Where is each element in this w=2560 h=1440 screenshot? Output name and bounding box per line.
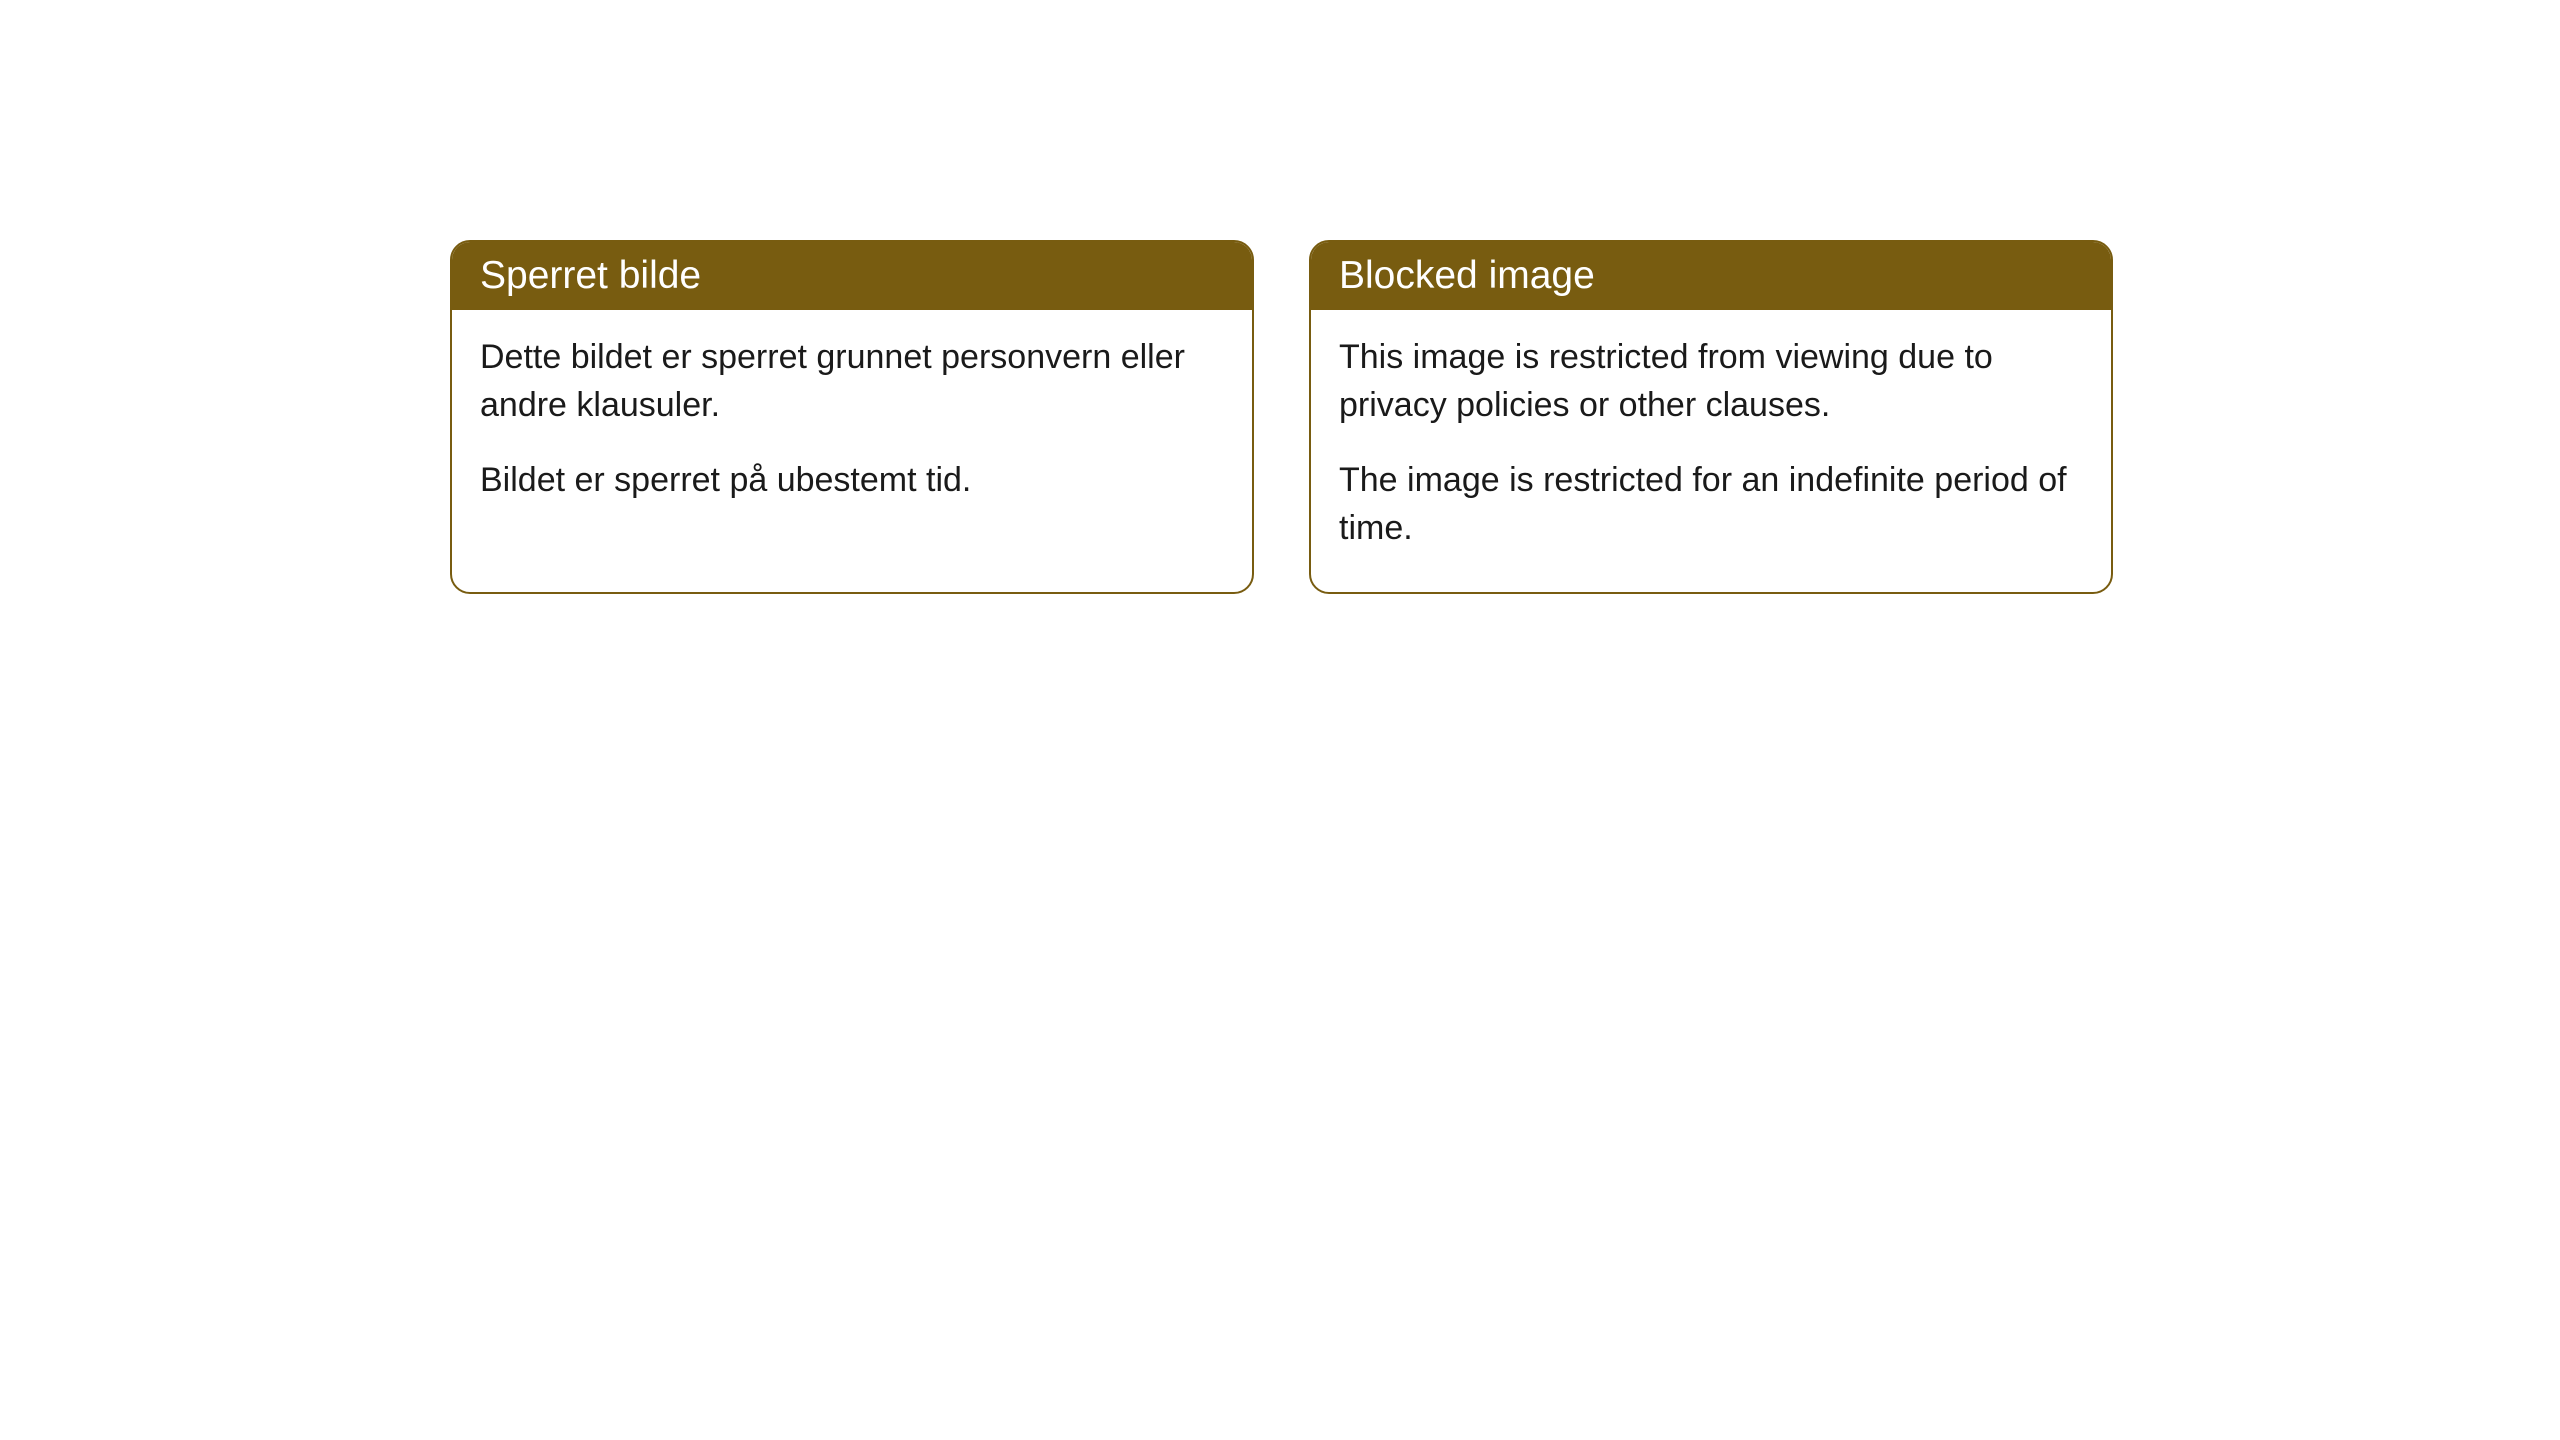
card-header-no: Sperret bilde bbox=[452, 242, 1252, 310]
card-paragraph-en-1: This image is restricted from viewing du… bbox=[1339, 334, 2083, 429]
card-paragraph-en-2: The image is restricted for an indefinit… bbox=[1339, 457, 2083, 552]
card-header-en: Blocked image bbox=[1311, 242, 2111, 310]
card-paragraph-no-2: Bildet er sperret på ubestemt tid. bbox=[480, 457, 1224, 505]
card-body-en: This image is restricted from viewing du… bbox=[1311, 310, 2111, 592]
blocked-image-card-en: Blocked image This image is restricted f… bbox=[1309, 240, 2113, 594]
card-body-no: Dette bildet er sperret grunnet personve… bbox=[452, 310, 1252, 545]
notice-cards-container: Sperret bilde Dette bildet er sperret gr… bbox=[450, 240, 2113, 594]
blocked-image-card-no: Sperret bilde Dette bildet er sperret gr… bbox=[450, 240, 1254, 594]
card-paragraph-no-1: Dette bildet er sperret grunnet personve… bbox=[480, 334, 1224, 429]
